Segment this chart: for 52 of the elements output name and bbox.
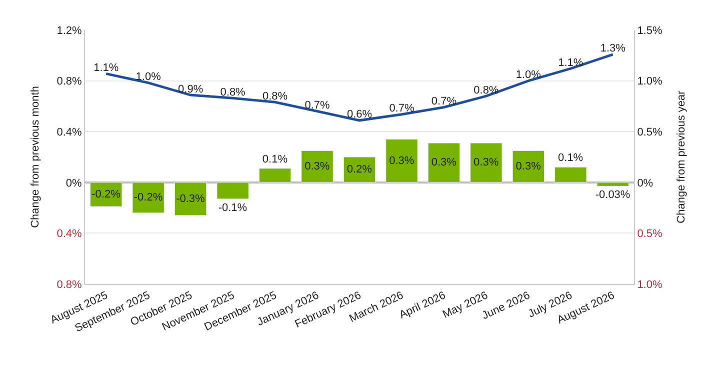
- bar: [512, 150, 545, 183]
- data-label: 1.3%: [600, 42, 626, 55]
- bar: [301, 150, 334, 183]
- y-tick-label: 0.8%: [56, 278, 82, 291]
- data-label: 1.0%: [136, 71, 162, 84]
- data-label: 1.1%: [94, 62, 119, 74]
- y2-tick-label: 0%: [637, 177, 654, 190]
- data-label: 0.3%: [431, 156, 457, 169]
- data-label: -0.03%: [595, 189, 630, 202]
- data-label: 0.1%: [558, 152, 584, 164]
- data-label: 1.0%: [516, 69, 542, 82]
- y-tick-label: 1.2%: [56, 24, 82, 37]
- data-label: 0.8%: [220, 86, 246, 98]
- bar: [258, 168, 292, 183]
- data-label: 0.9%: [178, 83, 204, 96]
- bar: [132, 182, 164, 214]
- y-tick-label: 0.8%: [56, 76, 82, 88]
- bar: [386, 138, 418, 183]
- y2-tick-label: 0.5%: [637, 228, 662, 240]
- bar: [428, 142, 460, 183]
- data-label: -0.3%: [176, 192, 206, 205]
- data-label: 0.8%: [262, 90, 288, 102]
- bar: [90, 182, 122, 207]
- bar: [216, 182, 249, 200]
- y-axis-title: Change from previous month: [29, 86, 42, 228]
- data-label: 0.7%: [304, 100, 330, 112]
- data-label: 0.7%: [389, 102, 414, 115]
- y-tick-label: 0.4%: [56, 126, 82, 138]
- data-label: 0.8%: [474, 84, 499, 96]
- y2-tick-label: 1.0%: [637, 278, 662, 291]
- y2-tick-label: 0.5%: [637, 126, 662, 138]
- data-label: -0.2%: [92, 188, 121, 200]
- bar: [174, 182, 207, 216]
- data-label: 1.1%: [558, 56, 584, 69]
- y2-tick-label: 1.5%: [637, 24, 662, 37]
- data-label: 0.2%: [346, 164, 372, 176]
- bar: [554, 166, 587, 183]
- data-label: 0.3%: [389, 154, 414, 167]
- data-label: 0.1%: [262, 153, 288, 166]
- bar: [470, 142, 502, 183]
- data-label: 0.3%: [304, 160, 330, 173]
- bar: [596, 182, 629, 186]
- y2-tick-label: 1.0%: [637, 76, 662, 88]
- y2-axis-title: Change from previous year: [676, 90, 688, 224]
- y-tick-label: 0%: [66, 177, 82, 190]
- data-label: 0.3%: [516, 160, 542, 173]
- data-label: -0.1%: [218, 202, 248, 214]
- data-label: 0.6%: [346, 108, 372, 121]
- data-label: 0.7%: [431, 95, 457, 108]
- data-label: -0.2%: [134, 192, 163, 204]
- y-tick-label: 0.4%: [56, 228, 82, 240]
- data-label: 0.3%: [474, 156, 499, 169]
